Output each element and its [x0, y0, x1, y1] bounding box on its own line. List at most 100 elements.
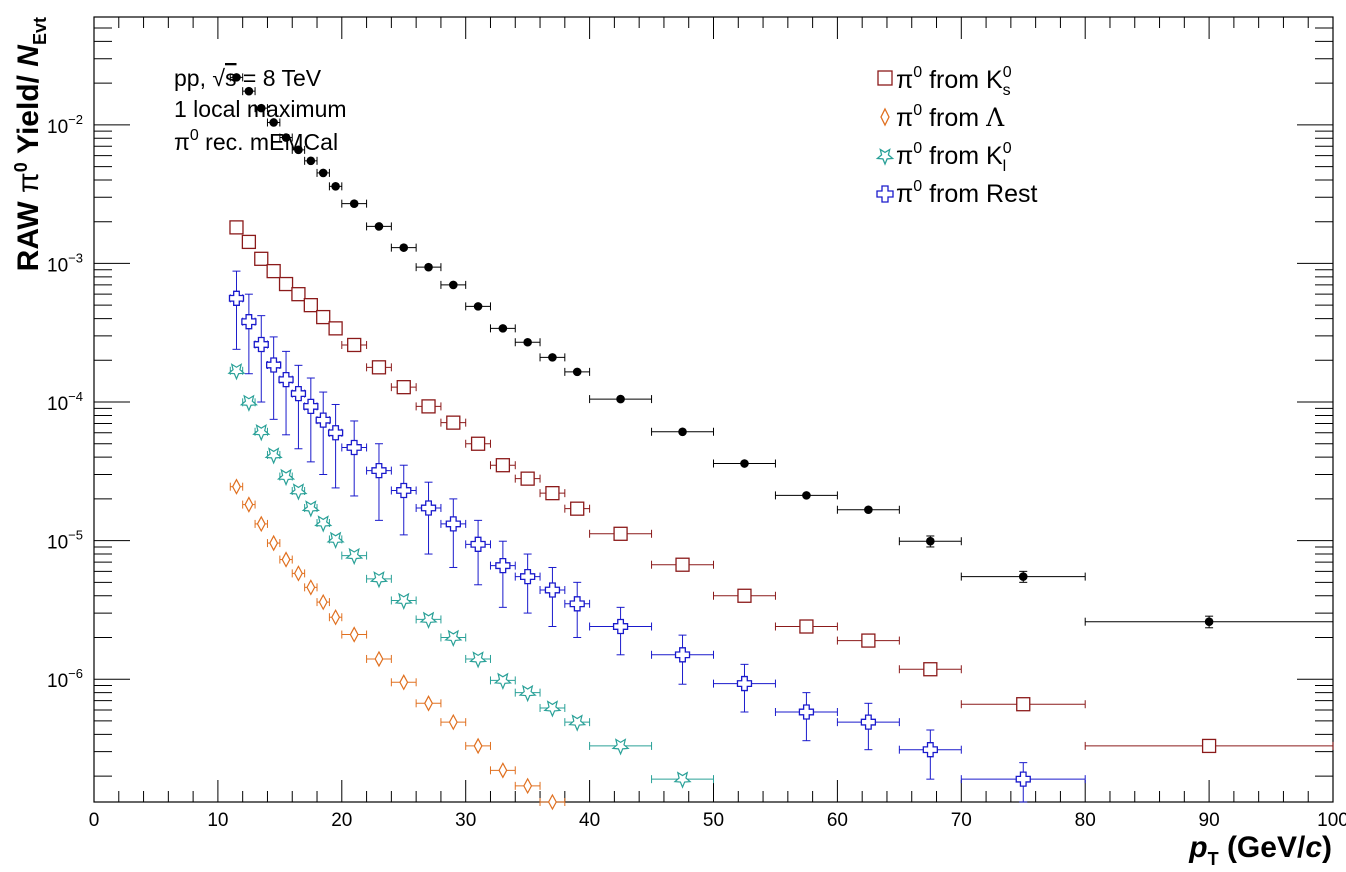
data-point: [468, 651, 488, 669]
data-point: [289, 483, 308, 501]
data-point: [616, 394, 625, 404]
data-point: [470, 536, 486, 552]
data-point: [498, 762, 508, 779]
data-point: [269, 534, 279, 552]
data-point: [799, 619, 814, 634]
data-point: [278, 372, 294, 388]
data-point: [374, 650, 384, 668]
data-point: [860, 714, 877, 730]
x-tick-label: 100: [1317, 810, 1346, 831]
legend-marker-k0s: [877, 70, 893, 86]
data-point: [232, 478, 241, 495]
y-tick-label: 10−6: [47, 666, 83, 692]
legend-marker-k0l: [875, 148, 895, 166]
legend-entry-lambda: π0 from Λ: [880, 102, 1005, 132]
data-point: [266, 357, 282, 373]
data-point: [569, 596, 585, 612]
data-point: [1204, 617, 1214, 626]
data-point: [674, 647, 691, 663]
data-point: [421, 399, 436, 414]
data-point: [346, 439, 362, 456]
data-point: [673, 771, 692, 789]
annotation-reconstruction: π0 rec. mEMCal: [174, 127, 338, 155]
data-series: [227, 73, 1334, 811]
data-point: [547, 793, 557, 811]
data-point: [446, 415, 461, 430]
data-point: [922, 742, 938, 758]
data-point: [394, 592, 413, 611]
legend-label-k0l: π0 from K0 l: [896, 140, 1012, 175]
data-point: [306, 156, 316, 166]
data-point: [371, 360, 387, 375]
y-tick-label: 10−3: [47, 250, 83, 276]
data-point: [331, 608, 341, 626]
data-point: [229, 220, 244, 235]
data-point: [349, 199, 359, 208]
series-lambda: [229, 478, 566, 811]
annotation-energy: pp, √s = 8 TeV: [174, 65, 322, 91]
data-point: [369, 571, 389, 589]
data-point: [613, 526, 628, 541]
data-point: [1016, 697, 1031, 712]
annotation-maximum: 1 local maximum: [174, 96, 347, 122]
data-point: [1201, 738, 1217, 754]
data-point: [864, 505, 873, 515]
data-point: [1015, 771, 1031, 787]
y-tick-label: 10−4: [47, 389, 83, 415]
x-tick-label: 20: [331, 810, 352, 831]
data-point: [568, 714, 587, 732]
x-tick-label: 90: [1199, 810, 1220, 831]
data-point: [737, 588, 752, 603]
data-point: [303, 298, 318, 313]
data-point: [266, 263, 281, 279]
series-k0s: [229, 220, 1334, 754]
data-point: [281, 551, 291, 568]
data-point: [328, 321, 343, 336]
x-tick-label: 0: [89, 810, 100, 831]
data-point: [449, 280, 458, 290]
data-point: [254, 251, 269, 266]
data-point: [493, 672, 512, 690]
data-point: [548, 353, 557, 362]
data-point: [444, 629, 463, 648]
data-point: [448, 713, 458, 731]
x-tick-labels: 0 10 20 30 40 50 60 70 80 90 100: [89, 810, 1346, 831]
legend: π0 from K0 s π0 from Λ π0 from K0 l π0 fro…: [875, 64, 1038, 208]
data-point: [374, 222, 384, 231]
data-point: [347, 337, 362, 353]
data-point: [306, 579, 316, 596]
data-point: [572, 367, 582, 377]
data-point: [473, 737, 483, 755]
data-point: [470, 436, 486, 451]
data-point: [294, 145, 303, 155]
data-point: [276, 468, 296, 487]
data-point: [228, 290, 245, 306]
data-point: [495, 557, 511, 574]
data-point: [314, 515, 333, 533]
data-point: [1018, 572, 1028, 581]
data-point: [256, 515, 266, 533]
x-tick-label: 40: [579, 810, 600, 831]
data-point: [523, 337, 532, 347]
axis-ticks: [93, 16, 1334, 802]
x-tick-label: 80: [1075, 810, 1096, 831]
data-point: [678, 427, 687, 437]
data-point: [326, 531, 345, 549]
data-point: [291, 287, 306, 302]
data-point: [303, 398, 319, 415]
x-tick-label: 50: [703, 810, 724, 831]
data-point: [396, 380, 411, 395]
data-point: [926, 536, 935, 546]
data-point: [293, 565, 303, 582]
data-point: [419, 611, 438, 629]
data-point: [518, 684, 537, 703]
data-point: [675, 557, 690, 572]
x-tick-label: 60: [827, 810, 848, 831]
data-point: [612, 618, 629, 635]
y-tick-labels: 10−6 10−5 10−4 10−3 10−2: [47, 112, 83, 692]
data-point: [861, 633, 876, 648]
data-point: [318, 168, 328, 178]
data-point: [420, 500, 437, 516]
data-point: [570, 501, 585, 516]
